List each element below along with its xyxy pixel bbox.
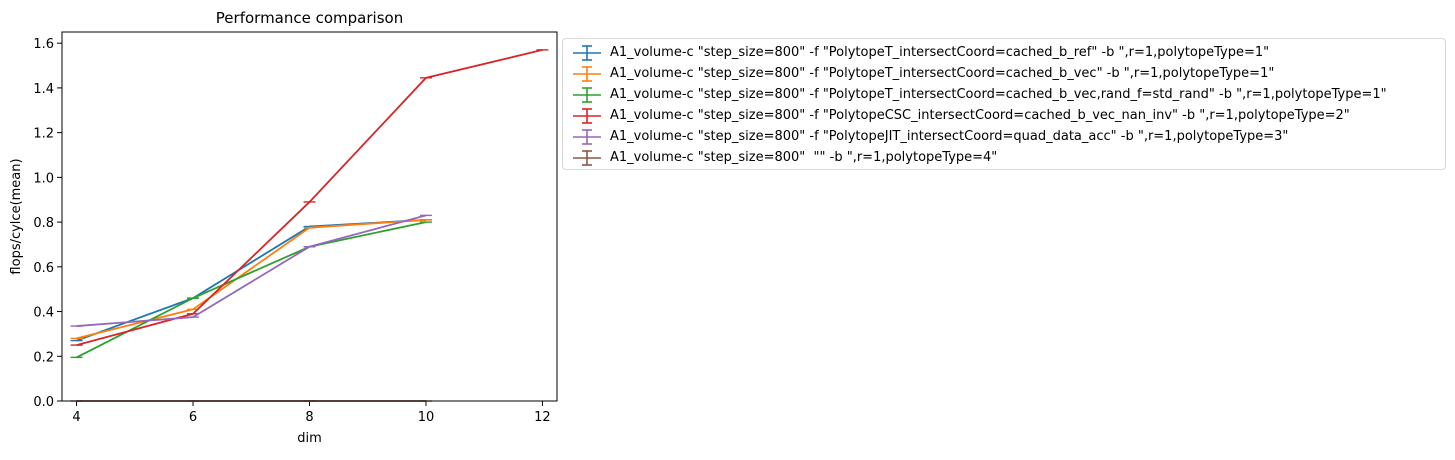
series-4 (70, 49, 549, 346)
legend-label: A1_volume-c "step_size=800" -f "Polytope… (610, 45, 1270, 60)
legend-label: A1_volume-c "step_size=800" -f "Polytope… (610, 87, 1387, 102)
legend-swatch-icon (573, 150, 601, 166)
legend-item: A1_volume-c "step_size=800" -f "Polytope… (563, 84, 1445, 105)
x-tick-label: 8 (305, 410, 313, 425)
y-axis-label: flops/cylce(mean) (9, 158, 24, 274)
y-tick-label: 0.4 (33, 306, 54, 321)
y-tick-label: 1.4 (33, 82, 54, 97)
y-tick-label: 0.0 (33, 395, 54, 410)
plot-frame (61, 31, 558, 402)
y-tick-label: 0.8 (33, 216, 54, 231)
series-line (76, 49, 543, 346)
y-tick-label: 1.6 (33, 37, 54, 52)
legend-label: A1_volume-c "step_size=800" -f "Polytope… (610, 108, 1350, 123)
series-line (76, 214, 427, 327)
x-tick-label: 10 (418, 410, 435, 425)
y-tick-label: 1.0 (33, 171, 54, 186)
x-tick-label: 12 (534, 410, 551, 425)
y-tick-label: 1.2 (33, 127, 54, 142)
series-3 (70, 221, 432, 359)
legend-swatch-icon (573, 87, 601, 103)
x-tick-label: 4 (72, 410, 80, 425)
series-line (76, 218, 427, 340)
legend-label: A1_volume-c "step_size=800" "" -b ",r=1,… (610, 150, 998, 165)
y-tick-label: 0.6 (33, 261, 54, 276)
chart-title: Performance comparison (216, 9, 403, 27)
y-tick-label: 0.2 (33, 350, 54, 365)
series-line (76, 221, 427, 359)
x-axis-label: dim (297, 431, 322, 446)
legend-item: A1_volume-c "step_size=800" -f "Polytope… (563, 126, 1445, 147)
series-5 (70, 214, 432, 327)
series-2 (70, 218, 432, 340)
legend-swatch-icon (573, 45, 601, 61)
legend-swatch-icon (573, 129, 601, 145)
x-tick-label: 6 (189, 410, 197, 425)
legend-swatch-icon (573, 108, 601, 124)
legend-item: A1_volume-c "step_size=800" "" -b ",r=1,… (563, 147, 1445, 168)
legend-swatch-icon (573, 66, 601, 82)
legend-label: A1_volume-c "step_size=800" -f "Polytope… (610, 66, 1275, 81)
legend-item: A1_volume-c "step_size=800" -f "Polytope… (563, 105, 1445, 126)
legend: A1_volume-c "step_size=800" -f "Polytope… (562, 38, 1446, 170)
legend-item: A1_volume-c "step_size=800" -f "Polytope… (563, 42, 1445, 63)
legend-label: A1_volume-c "step_size=800" -f "Polytope… (610, 129, 1289, 144)
legend-item: A1_volume-c "step_size=800" -f "Polytope… (563, 63, 1445, 84)
